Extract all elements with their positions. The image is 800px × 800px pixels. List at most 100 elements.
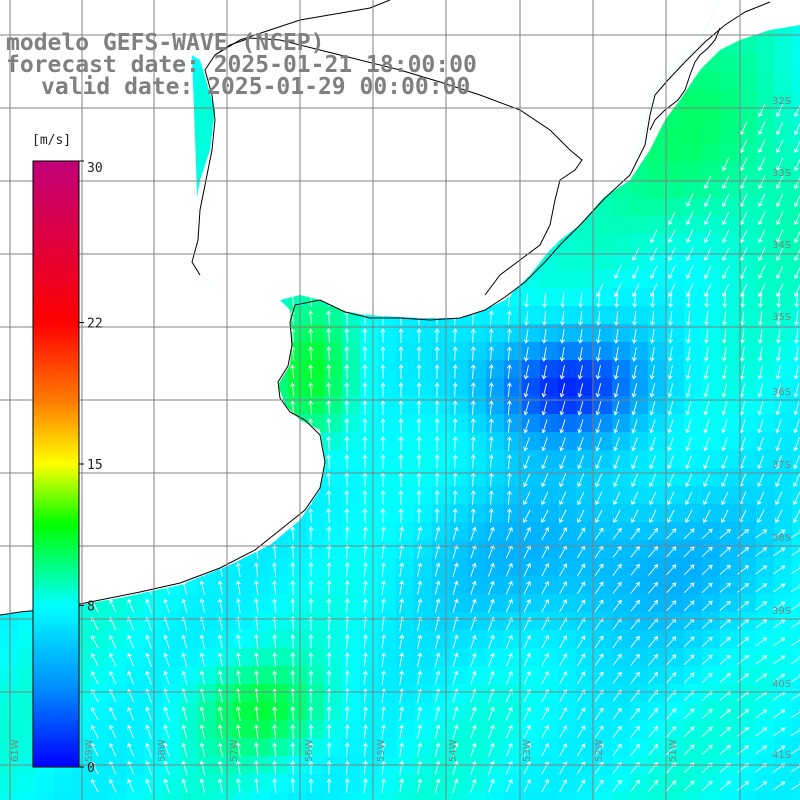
speed-cell	[792, 306, 800, 324]
speed-cell	[558, 432, 576, 450]
wind-arrow	[399, 670, 405, 685]
wind-arrow	[701, 546, 713, 558]
speed-cell	[702, 738, 720, 756]
graticule-labels: 61W 59W 58W 57W 56W 55W 54W 53W 52W 51W32S33S34S3…	[10, 96, 791, 762]
speed-cell	[288, 684, 306, 702]
speed-cell	[360, 558, 378, 576]
speed-cell	[630, 432, 648, 450]
wind-arrow	[235, 742, 241, 757]
speed-cell	[558, 270, 576, 288]
speed-cell	[342, 702, 360, 720]
speed-cell	[522, 360, 540, 378]
speed-cell	[36, 792, 54, 800]
wind-arrow	[559, 671, 568, 685]
wind-arrow	[541, 653, 550, 667]
speed-cell	[540, 792, 558, 800]
wind-arrow	[793, 455, 800, 470]
speed-cell	[396, 504, 414, 522]
speed-cell	[684, 522, 702, 540]
wind-arrow	[434, 418, 440, 434]
speed-cell	[396, 612, 414, 630]
wind-arrow	[755, 781, 768, 791]
speed-cell	[270, 576, 288, 594]
wind-arrow	[326, 382, 332, 398]
wind-arrow	[701, 528, 713, 540]
speed-cell	[792, 648, 800, 666]
speed-cell	[162, 666, 180, 684]
wind-arrow	[523, 598, 531, 613]
speed-cell	[558, 792, 576, 800]
wind-arrow	[181, 598, 188, 613]
wind-arrow	[381, 688, 387, 703]
speed-cell	[684, 486, 702, 504]
speed-cell	[414, 720, 432, 738]
speed-cell	[504, 702, 522, 720]
wind-arrow	[505, 670, 513, 685]
speed-cell	[396, 486, 414, 504]
speed-cell	[504, 720, 522, 738]
speed-cell	[360, 378, 378, 396]
speed-cell	[216, 612, 234, 630]
speed-cell	[306, 522, 324, 540]
speed-cell	[324, 666, 342, 684]
speed-cell	[486, 666, 504, 684]
wind-arrow	[290, 724, 296, 740]
speed-cell	[270, 594, 288, 612]
wind-arrow	[254, 742, 260, 758]
speed-cell	[180, 702, 198, 720]
wind-arrow	[362, 670, 368, 686]
wind-arrow	[703, 455, 710, 470]
speed-cell	[792, 576, 800, 594]
lon-label: 52W	[594, 739, 605, 762]
wind-arrow	[344, 778, 350, 794]
speed-cell	[486, 594, 504, 612]
wind-arrow	[308, 706, 314, 722]
speed-cell	[90, 738, 108, 756]
speed-cell	[540, 360, 558, 378]
speed-cell	[450, 648, 468, 666]
speed-cell	[396, 396, 414, 414]
speed-cell	[306, 360, 324, 378]
wind-arrow	[523, 634, 531, 649]
speed-cell	[144, 774, 162, 792]
wind-arrow	[685, 491, 693, 506]
wind-arrow	[308, 328, 314, 344]
speed-cell	[72, 774, 90, 792]
speed-cell	[756, 396, 774, 414]
speed-cell	[126, 702, 144, 720]
wind-arrow	[701, 726, 713, 738]
wind-arrow	[757, 473, 765, 488]
speed-cell	[738, 468, 756, 486]
speed-cell	[180, 612, 198, 630]
wind-arrow	[290, 634, 296, 650]
wind-arrow	[577, 491, 585, 506]
wind-arrow	[772, 583, 786, 593]
speed-cell	[648, 396, 666, 414]
speed-cell	[594, 450, 612, 468]
wind-arrow	[701, 600, 713, 612]
wind-arrow	[737, 673, 750, 683]
speed-cell	[648, 180, 666, 198]
wind-arrow	[722, 283, 730, 298]
speed-cell	[432, 684, 450, 702]
wind-arrow	[308, 544, 314, 560]
wind-arrow	[235, 706, 241, 721]
speed-cell	[522, 666, 540, 684]
speed-cell	[720, 396, 738, 414]
wind-arrow	[381, 742, 387, 757]
speed-cell	[504, 612, 522, 630]
wind-arrow	[326, 544, 332, 560]
wind-arrow	[470, 598, 477, 613]
wind-arrow	[290, 742, 296, 758]
wind-arrow	[308, 778, 314, 794]
speed-cell	[252, 612, 270, 630]
wind-arrow	[721, 401, 728, 416]
speed-cell	[702, 468, 720, 486]
wind-arrow	[181, 778, 188, 793]
speed-cell	[450, 684, 468, 702]
speed-cell	[90, 684, 108, 702]
speed-cell	[342, 504, 360, 522]
wind-arrow	[434, 454, 440, 470]
speed-cell	[576, 486, 594, 504]
wind-arrow	[719, 546, 731, 557]
